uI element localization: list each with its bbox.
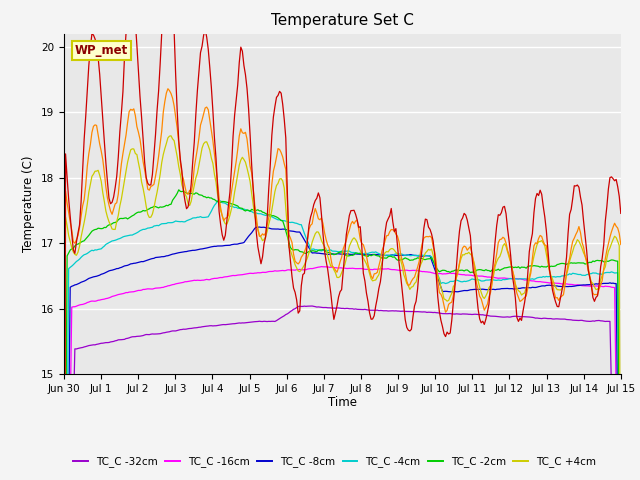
X-axis label: Time: Time (328, 396, 357, 408)
Text: WP_met: WP_met (75, 44, 129, 57)
Y-axis label: Temperature (C): Temperature (C) (22, 156, 35, 252)
Title: Temperature Set C: Temperature Set C (271, 13, 414, 28)
